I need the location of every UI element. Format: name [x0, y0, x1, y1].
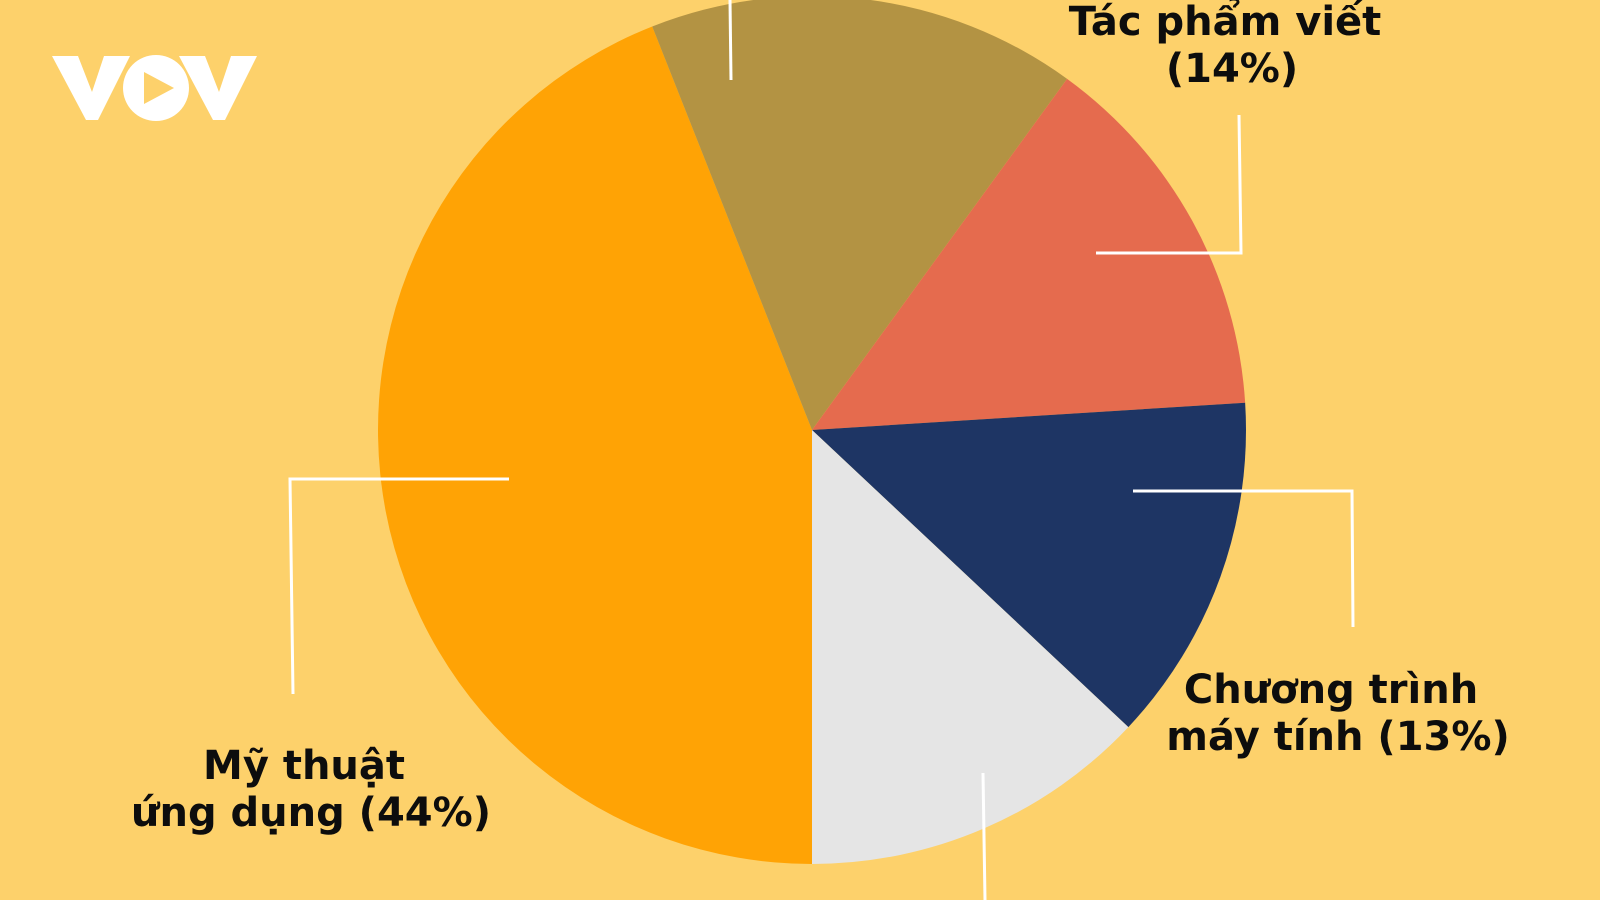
pie-slice-1: [652, 0, 1068, 430]
slice-label-tac-pham-viet: Tác phẩm viết (14%): [1069, 0, 1395, 92]
pie-slice-0: [378, 26, 812, 865]
pie-slice-3: [812, 402, 1246, 728]
pie-slice-2: [812, 78, 1246, 430]
slice-label-chuong-trinh-may-tinh: Chương trình máy tính (13%): [1166, 667, 1509, 760]
leader-line-chuong-trinh-may-tinh: [1133, 489, 1355, 628]
leader-line-bottom: [981, 772, 987, 900]
slice-labels: Tác phẩm viết (14%) Chương trình máy tín…: [131, 0, 1510, 836]
leader-line-top: [728, 0, 733, 81]
vov-logo: [52, 48, 257, 128]
pie-slice-4: [812, 430, 1129, 864]
leader-line-tac-pham-viet: [1096, 114, 1243, 255]
leader-line-my-thuat-ung-dung: [288, 477, 509, 695]
pie-slices: [378, 0, 1246, 865]
vov-logo-mark: [52, 55, 257, 121]
leader-lines: [288, 0, 1355, 900]
slice-label-my-thuat-ung-dung: Mỹ thuật ứng dụng (44%): [131, 743, 491, 836]
